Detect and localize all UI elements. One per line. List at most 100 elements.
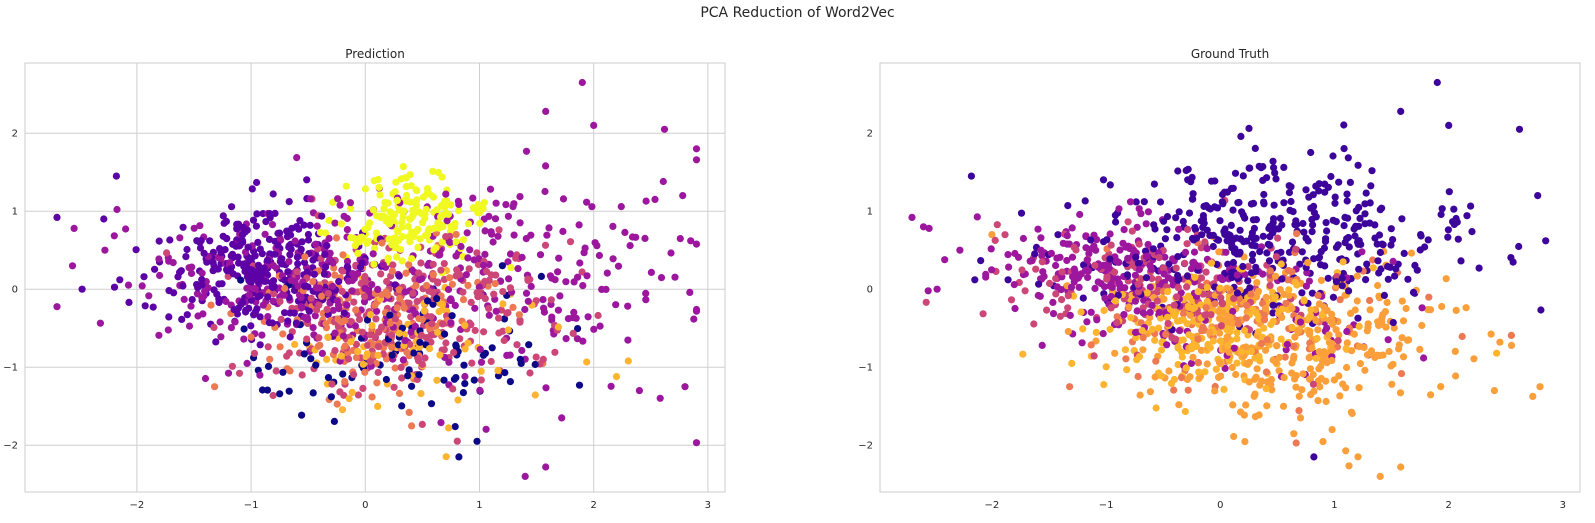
- scatter-point: [1233, 335, 1241, 343]
- scatter-point: [1242, 314, 1250, 322]
- scatter-point: [405, 408, 413, 416]
- scatter-point: [1363, 260, 1371, 268]
- scatter-point: [459, 236, 468, 244]
- scatter-point: [1312, 354, 1320, 362]
- scatter-point: [253, 178, 261, 187]
- scatter-point: [1399, 317, 1408, 325]
- scatter-point: [1189, 353, 1197, 361]
- scatter-point: [235, 369, 244, 377]
- scatter-point: [1131, 328, 1140, 336]
- scatter-point: [398, 223, 406, 231]
- scatter-point: [495, 329, 503, 337]
- scatter-point: [1233, 289, 1241, 297]
- y-tick-label: 0: [867, 285, 873, 296]
- scatter-point: [216, 245, 224, 253]
- scatter-point: [1251, 390, 1259, 398]
- scatter-point: [244, 243, 252, 251]
- scatter-point: [1110, 268, 1119, 276]
- scatter-point: [1063, 232, 1071, 240]
- scatter-point: [1304, 259, 1312, 267]
- scatter-point: [350, 371, 358, 379]
- x-tick-label: 3: [705, 500, 711, 511]
- scatter-point: [1334, 337, 1342, 345]
- scatter-point: [1295, 407, 1303, 415]
- scatter-point: [1387, 241, 1395, 249]
- scatter-point: [425, 345, 434, 353]
- scatter-point: [258, 386, 267, 394]
- scatter-point: [1249, 250, 1257, 258]
- scatter-point: [559, 195, 568, 203]
- scatter-point: [482, 425, 490, 433]
- scatter-point: [1278, 275, 1286, 283]
- scatter-point: [1238, 208, 1246, 216]
- scatter-point: [1462, 304, 1470, 312]
- scatter-point: [1230, 294, 1238, 303]
- scatter-point: [1249, 216, 1257, 224]
- scatter-point: [481, 295, 489, 303]
- scatter-point: [1324, 274, 1332, 282]
- scatter-point: [1417, 232, 1425, 240]
- scatter-point: [1181, 248, 1190, 256]
- scatter-point: [1067, 283, 1076, 291]
- scatter-point: [1046, 279, 1054, 287]
- scatter-point: [1445, 121, 1453, 129]
- scatter-point: [506, 351, 514, 359]
- scatter-point: [1233, 359, 1241, 367]
- scatter-point: [1249, 199, 1258, 207]
- plot-frame: [879, 62, 1581, 493]
- scatter-point: [1299, 219, 1307, 228]
- scatter-point: [337, 220, 345, 228]
- scatter-point: [452, 238, 460, 246]
- scatter-point: [1452, 306, 1460, 314]
- scatter-point: [1263, 378, 1271, 386]
- scatter-point: [1247, 290, 1255, 298]
- scatter-point: [269, 283, 277, 292]
- scatter-point: [632, 233, 640, 241]
- scatter-point: [1184, 165, 1192, 173]
- scatter-point: [524, 275, 532, 283]
- scatter-point: [447, 319, 455, 327]
- scatter-point: [1081, 197, 1089, 205]
- scatter-point: [1379, 241, 1387, 249]
- scatter-point: [318, 349, 326, 357]
- scatter-point: [439, 223, 447, 231]
- scatter-point: [1218, 198, 1226, 206]
- scatter-point: [1217, 322, 1225, 330]
- scatter-point: [291, 340, 299, 348]
- scatter-point: [276, 297, 284, 305]
- scatter-point: [1438, 302, 1446, 311]
- scatter-point: [516, 355, 524, 363]
- x-tick-label: −1: [244, 500, 259, 511]
- scatter-point: [539, 296, 547, 304]
- scatter-point: [1302, 282, 1310, 290]
- scatter-point: [179, 223, 187, 231]
- scatter-point: [1405, 336, 1413, 344]
- scatter-point: [224, 369, 233, 377]
- scatter-point: [429, 167, 437, 175]
- scatter-point: [1194, 288, 1202, 296]
- scatter-point: [656, 394, 664, 402]
- scatter-point: [1451, 347, 1459, 355]
- scatter-point: [1049, 298, 1057, 306]
- scatter-point: [554, 268, 562, 276]
- scatter-point: [286, 333, 294, 341]
- scatter-point: [1487, 330, 1495, 338]
- scatter-point: [1302, 234, 1310, 242]
- scatter-point: [524, 297, 532, 305]
- scatter-point: [1124, 254, 1132, 262]
- scatter-point: [1177, 374, 1186, 382]
- scatter-point: [554, 323, 563, 331]
- scatter-point: [612, 373, 621, 381]
- scatter-point: [1252, 234, 1260, 242]
- scatter-point: [1191, 303, 1199, 311]
- scatter-point: [504, 326, 512, 334]
- scatter-point: [1267, 320, 1275, 329]
- scatter-point: [420, 307, 428, 315]
- scatter-point: [1241, 271, 1249, 279]
- scatter-point: [281, 284, 289, 293]
- scatter-point: [339, 267, 347, 275]
- scatter-point: [1309, 380, 1317, 388]
- scatter-point: [1111, 297, 1120, 305]
- scatter-point: [446, 274, 454, 282]
- scatter-point: [551, 348, 559, 356]
